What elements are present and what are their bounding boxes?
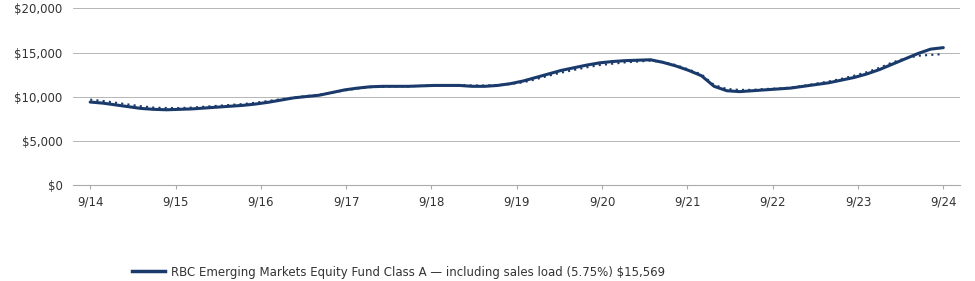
Legend: RBC Emerging Markets Equity Fund Class A — including sales load (5.75%) $15,569,: RBC Emerging Markets Equity Fund Class A… bbox=[133, 266, 665, 281]
